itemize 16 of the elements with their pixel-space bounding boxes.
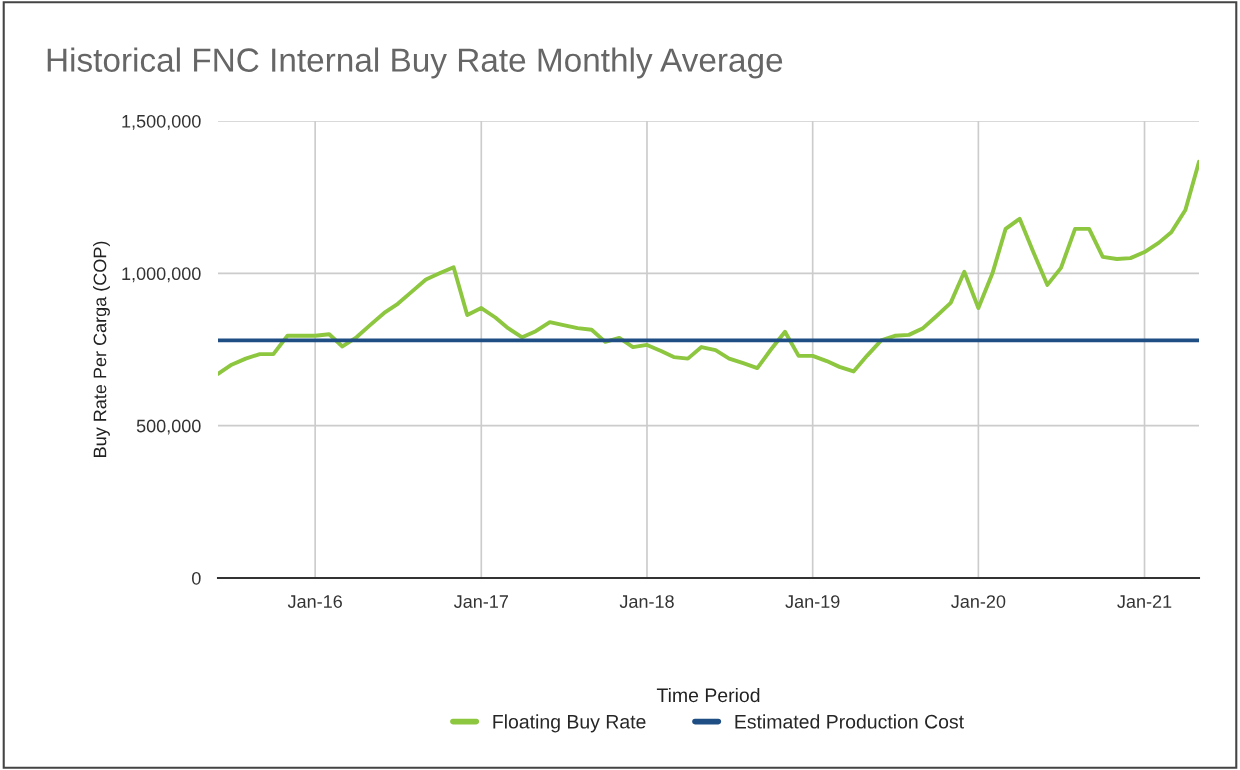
line-series: [218, 159, 1199, 376]
x-tick-label: Jan-17: [453, 595, 508, 608]
legend-label: Floating Buy Rate: [493, 714, 646, 733]
x-tick-label: Jan-20: [951, 595, 1006, 608]
y-tick-label: 500,000: [136, 419, 201, 435]
x-tick-label: Jan-21: [1117, 595, 1172, 608]
y-tick-label: 1,500,000: [122, 114, 201, 130]
legend-label: Estimated Production Cost: [735, 714, 964, 729]
x-tick-label: Jan-16: [287, 595, 342, 608]
y-tick-label: 0: [192, 571, 201, 585]
y-axis-title: Buy Rate Per Carga (COP): [93, 241, 110, 457]
chart-title: Historical FNC Internal Buy Rate Monthly Average: [47, 47, 783, 79]
x-tick-label: Jan-18: [619, 595, 674, 608]
x-axis-title: Time Period: [656, 687, 760, 703]
x-tick-label: Jan-19: [785, 595, 840, 608]
y-tick-label: 1,000,000: [122, 267, 201, 283]
